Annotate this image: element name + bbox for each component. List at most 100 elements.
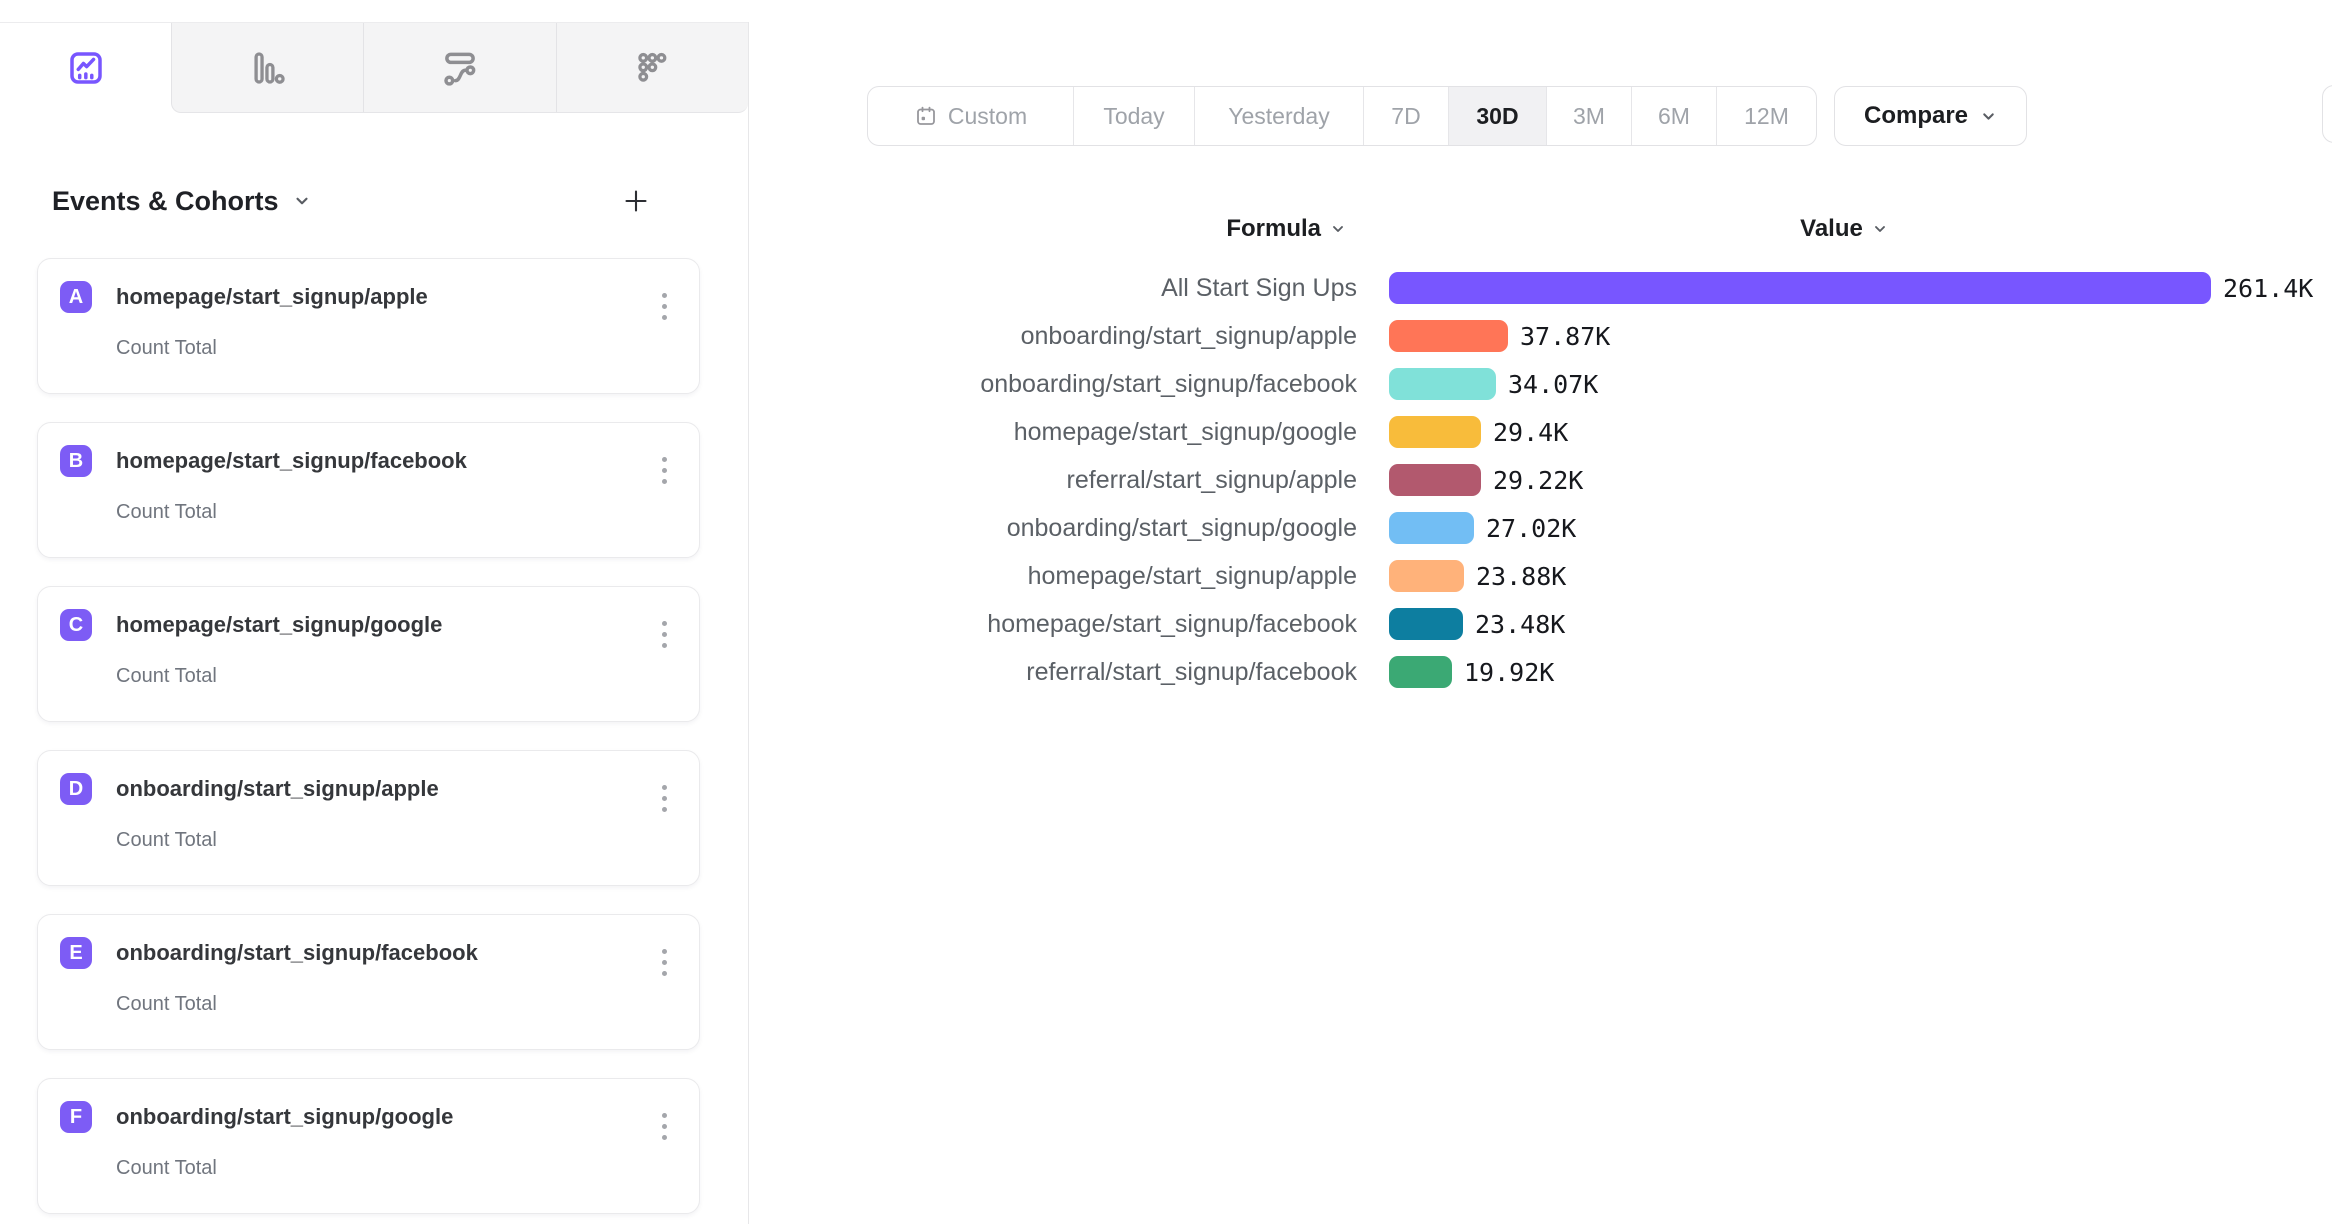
date-range-label: Custom <box>947 102 1028 129</box>
event-name: onboarding/start_signup/facebook <box>116 940 478 965</box>
chart-bar-value: 23.88K <box>1476 561 1567 591</box>
tab-bar-report[interactable] <box>172 23 363 112</box>
chart-bar-value: 261.4K <box>2223 273 2314 303</box>
tab-flows-report[interactable] <box>363 23 555 112</box>
event-letter-badge: D <box>60 773 92 805</box>
kebab-menu-icon[interactable] <box>656 779 673 818</box>
chart-bar[interactable] <box>1389 368 1496 400</box>
event-aggregation[interactable]: Count Total <box>116 337 217 359</box>
event-letter-badge: F <box>60 1101 92 1133</box>
chart-row: homepage/start_signup/apple 23.88K <box>757 552 2313 600</box>
chart-row-label: referral/start_signup/apple <box>1066 465 1357 494</box>
compare-button[interactable]: Compare <box>1834 86 2027 146</box>
chart-row-label: onboarding/start_signup/facebook <box>980 369 1357 398</box>
sidebar-divider <box>748 22 749 1224</box>
chart-row: homepage/start_signup/facebook 23.48K <box>757 600 2313 648</box>
add-event-button[interactable] <box>616 181 656 221</box>
kebab-menu-icon[interactable] <box>656 615 673 654</box>
event-aggregation[interactable]: Count Total <box>116 501 217 523</box>
chart-row-label: homepage/start_signup/google <box>1013 417 1357 446</box>
date-range-option[interactable]: 30D <box>1448 87 1546 145</box>
chart-bar[interactable] <box>1389 656 1452 688</box>
event-card[interactable]: E onboarding/start_signup/facebook Count… <box>37 914 700 1050</box>
event-name: onboarding/start_signup/google <box>116 1104 454 1129</box>
compare-label: Compare <box>1863 102 1969 129</box>
tab-insights-active[interactable] <box>0 23 171 113</box>
chart-bar[interactable] <box>1389 272 2211 304</box>
event-letter-badge: E <box>60 937 92 969</box>
chart-row: onboarding/start_signup/facebook 34.07K <box>757 360 2313 408</box>
date-range-label: 7D <box>1391 102 1421 129</box>
event-card[interactable]: C homepage/start_signup/google Count Tot… <box>37 586 700 722</box>
retention-dots-icon <box>631 47 673 89</box>
event-aggregation[interactable]: Count Total <box>116 1157 217 1179</box>
event-aggregation[interactable]: Count Total <box>116 993 217 1015</box>
kebab-menu-icon[interactable] <box>656 287 673 326</box>
value-header[interactable]: Value <box>1800 215 1888 243</box>
chart-bar-value: 27.02K <box>1486 513 1577 543</box>
date-range-option[interactable]: 12M <box>1716 87 1816 145</box>
event-letter-badge: C <box>60 609 92 641</box>
date-range-option[interactable]: 7D <box>1363 87 1448 145</box>
chart-bar[interactable] <box>1389 560 1464 592</box>
tab-retention-report[interactable] <box>555 23 748 112</box>
chart-row-label: referral/start_signup/facebook <box>1026 657 1357 686</box>
event-letter-badge: B <box>60 445 92 477</box>
event-name: onboarding/start_signup/apple <box>116 776 439 801</box>
line-chart-icon <box>65 47 107 89</box>
bar-chart-icon <box>247 47 289 89</box>
chart-row-label: All Start Sign Ups <box>1161 273 1357 302</box>
chart-row-label: homepage/start_signup/facebook <box>987 609 1357 638</box>
chevron-down-icon[interactable] <box>293 192 311 210</box>
event-card[interactable]: B homepage/start_signup/facebook Count T… <box>37 422 700 558</box>
chart-bar[interactable] <box>1389 464 1481 496</box>
chart-row: onboarding/start_signup/apple 37.87K <box>757 312 2313 360</box>
kebab-menu-icon[interactable] <box>656 943 673 982</box>
chart-bar[interactable] <box>1389 416 1481 448</box>
date-range-option[interactable]: Today <box>1073 87 1194 145</box>
events-cohorts-title: Events & Cohorts <box>52 185 279 216</box>
event-card-list: A homepage/start_signup/apple Count Tota… <box>37 258 700 1214</box>
chevron-down-icon <box>1330 221 1346 237</box>
partial-button-right-edge[interactable] <box>2322 85 2332 143</box>
date-range-label: 30D <box>1476 102 1519 129</box>
event-card[interactable]: A homepage/start_signup/apple Count Tota… <box>37 258 700 394</box>
date-range-option[interactable]: 3M <box>1546 87 1631 145</box>
chart-bar-value: 19.92K <box>1464 657 1555 687</box>
event-name: homepage/start_signup/apple <box>116 284 428 309</box>
kebab-menu-icon[interactable] <box>656 451 673 490</box>
event-card[interactable]: D onboarding/start_signup/apple Count To… <box>37 750 700 886</box>
event-card[interactable]: F onboarding/start_signup/google Count T… <box>37 1078 700 1214</box>
date-range-label: 6M <box>1658 102 1690 129</box>
date-range-option[interactable]: Custom <box>868 87 1073 145</box>
chart-row: onboarding/start_signup/google 27.02K <box>757 504 2313 552</box>
chevron-down-icon <box>1872 221 1888 237</box>
date-range-option[interactable]: 6M <box>1631 87 1716 145</box>
chart-row-label: onboarding/start_signup/apple <box>1020 321 1357 350</box>
events-cohorts-header: Events & Cohorts <box>52 178 700 224</box>
date-range-option[interactable]: Yesterday <box>1194 87 1363 145</box>
event-letter-badge: A <box>60 281 92 313</box>
chart-row: referral/start_signup/apple 29.22K <box>757 456 2313 504</box>
date-range-label: 3M <box>1573 102 1605 129</box>
chart-row-label: onboarding/start_signup/google <box>1006 513 1357 542</box>
chart-row: All Start Sign Ups 261.4K <box>757 264 2313 312</box>
chart-bar-value: 37.87K <box>1520 321 1611 351</box>
flow-icon <box>439 47 481 89</box>
chart-row: referral/start_signup/facebook 19.92K <box>757 648 2313 696</box>
chart-bar[interactable] <box>1389 320 1508 352</box>
event-name: homepage/start_signup/facebook <box>116 448 467 473</box>
tab-group <box>171 23 748 113</box>
chart-bar[interactable] <box>1389 608 1463 640</box>
kebab-menu-icon[interactable] <box>656 1107 673 1146</box>
event-aggregation[interactable]: Count Total <box>116 665 217 687</box>
chart-bar[interactable] <box>1389 512 1474 544</box>
event-aggregation[interactable]: Count Total <box>116 829 217 851</box>
chart-bar-value: 29.4K <box>1493 417 1569 447</box>
chart-headers: Formula Value <box>757 212 2299 246</box>
calendar-icon <box>914 104 938 128</box>
event-name: homepage/start_signup/google <box>116 612 443 637</box>
date-range-label: Yesterday <box>1228 102 1330 129</box>
sidebar: Events & Cohorts A homepage/start_signup… <box>0 0 748 1224</box>
formula-header[interactable]: Formula <box>1226 215 1346 243</box>
